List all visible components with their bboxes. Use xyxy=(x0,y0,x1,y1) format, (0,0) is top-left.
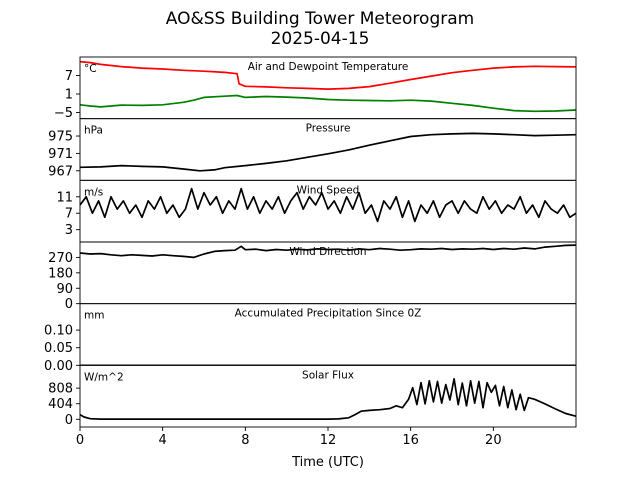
figure-date: 2025-04-15 xyxy=(271,29,370,49)
wind-direction-ytick-label: 90 xyxy=(56,282,73,297)
pressure-ytick-label: 975 xyxy=(48,130,73,145)
air-and-dewpoint-temperature-series-line-1 xyxy=(80,94,576,113)
accumulated-precipitation-since-0z-ytick-label: 0.00 xyxy=(44,359,73,374)
pressure-ytick-label: 971 xyxy=(48,147,73,162)
xtick-label: 4 xyxy=(159,433,167,448)
accumulated-precipitation-since-0z-panel: 0.00 0.05 0.10 Accumulated Precipitation Si… xyxy=(44,303,577,374)
wind-speed-ytick-label: 3 xyxy=(65,223,73,238)
air-and-dewpoint-temperature-unit: °C xyxy=(84,63,97,75)
xtick-label: 0 xyxy=(76,433,84,448)
wind-direction-ytick-label: 180 xyxy=(48,266,73,281)
xtick-label: 20 xyxy=(485,433,502,448)
xtick-label: 16 xyxy=(402,433,419,448)
air-and-dewpoint-temperature-panel: −5 1 7 Air and Dewpoint Temperature °C xyxy=(54,56,577,121)
time-axis: 0 4 8 12 16 20 xyxy=(76,427,502,448)
xtick-label: 12 xyxy=(320,433,337,448)
x-axis-label: Time (UTC) xyxy=(291,455,364,470)
pressure-ytick-label: 967 xyxy=(48,164,73,179)
solar-flux-unit: W/m^2 xyxy=(84,371,124,383)
solar-flux-ytick-label: 0 xyxy=(65,413,73,428)
air-and-dewpoint-temperature-ytick-label: 7 xyxy=(65,69,73,84)
pressure-unit: hPa xyxy=(84,125,103,137)
wind-speed-title: Wind Speed xyxy=(297,184,360,196)
wind-speed-ytick-label: 7 xyxy=(65,207,73,222)
solar-flux-ytick-label: 808 xyxy=(48,382,73,397)
accumulated-precipitation-since-0z-unit: mm xyxy=(84,310,104,322)
accumulated-precipitation-since-0z-title: Accumulated Precipitation Since 0Z xyxy=(235,308,422,320)
air-and-dewpoint-temperature-series-line-0 xyxy=(80,60,576,90)
figure-title: AO&SS Building Tower Meteorogram xyxy=(166,9,474,29)
wind-speed-series-line-0 xyxy=(80,187,576,223)
air-and-dewpoint-temperature-title: Air and Dewpoint Temperature xyxy=(248,61,409,73)
air-and-dewpoint-temperature-ytick-label: 1 xyxy=(65,88,73,103)
solar-flux-title: Solar Flux xyxy=(302,369,354,381)
wind-direction-ytick-label: 270 xyxy=(48,251,73,266)
wind-speed-ytick-label: 11 xyxy=(56,190,73,205)
pressure-panel: 967 971 975 Pressure hPa xyxy=(48,118,577,181)
wind-direction-title: Wind Direction xyxy=(289,246,366,258)
wind-speed-panel: 37 11 Wind Speed m/s xyxy=(56,179,577,243)
wind-direction-ytick-label: 0 xyxy=(65,297,73,312)
xtick-label: 8 xyxy=(241,433,249,448)
pressure-series-line-0 xyxy=(80,132,576,172)
solar-flux-ytick-label: 404 xyxy=(48,397,73,412)
wind-speed-unit: m/s xyxy=(84,186,103,198)
solar-flux-series-line-0 xyxy=(80,377,576,420)
air-and-dewpoint-temperature-ytick-label: −5 xyxy=(54,106,73,121)
wind-direction-series-line-0 xyxy=(80,244,576,259)
accumulated-precipitation-since-0z-ytick-label: 0.05 xyxy=(44,341,73,356)
panel-stack: −5 1 7 Air and Dewpoint Temperature °C 967 971… xyxy=(44,56,577,428)
pressure-title: Pressure xyxy=(306,123,351,135)
accumulated-precipitation-since-0z-ytick-label: 0.10 xyxy=(44,324,73,339)
